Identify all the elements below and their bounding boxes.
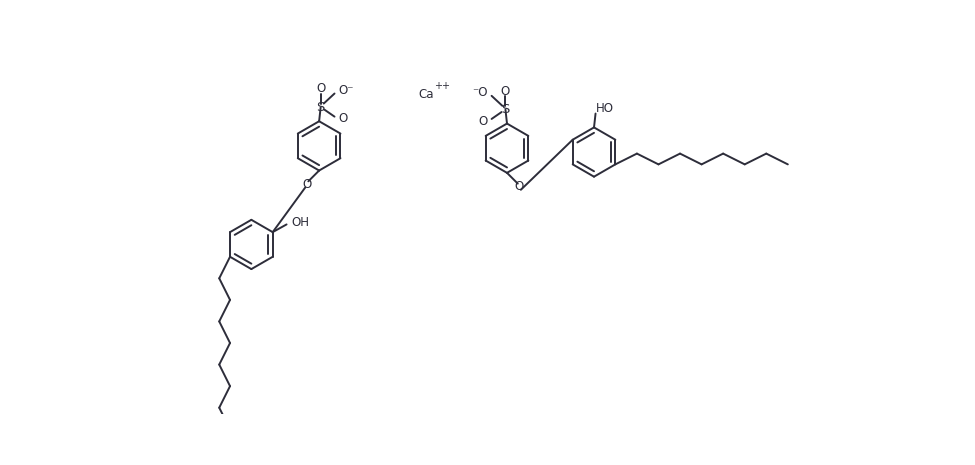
Text: O: O bbox=[302, 178, 311, 191]
Text: O: O bbox=[515, 180, 524, 193]
Text: S: S bbox=[317, 101, 325, 114]
Text: O: O bbox=[501, 85, 510, 98]
Text: O: O bbox=[316, 82, 326, 95]
Text: ⁻O: ⁻O bbox=[472, 86, 488, 99]
Text: OH: OH bbox=[292, 216, 309, 229]
Text: Ca: Ca bbox=[418, 88, 434, 101]
Text: O: O bbox=[479, 115, 488, 128]
Text: S: S bbox=[501, 103, 510, 116]
Text: O⁻: O⁻ bbox=[338, 84, 354, 97]
Text: HO: HO bbox=[596, 102, 613, 115]
Text: ++: ++ bbox=[434, 81, 449, 91]
Text: O: O bbox=[338, 113, 348, 126]
